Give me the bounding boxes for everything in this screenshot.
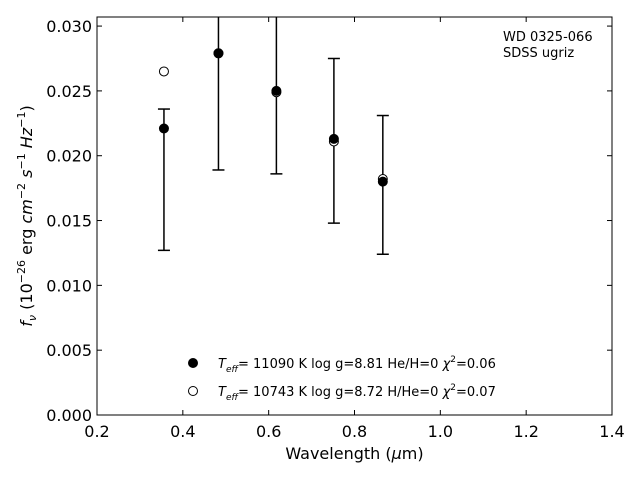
x-tick-label: 0.4 (170, 422, 195, 441)
y-tick-label: 0.025 (46, 82, 92, 101)
y-tick-label: 0.010 (46, 276, 92, 295)
x-axis-label: Wavelength (μm) (285, 444, 423, 463)
x-tick-label: 1.2 (513, 422, 538, 441)
x-tick-label: 0.2 (84, 422, 109, 441)
axes-frame (96, 16, 613, 416)
data-point-filled (271, 85, 282, 96)
legend-marker-filled (188, 358, 198, 368)
y-tick-label: 0.030 (46, 17, 92, 36)
legend-label-open: Teff= 10743 K log g=8.72 H/He=0 χ2=0.07 (218, 383, 496, 403)
data-point-filled (213, 48, 224, 59)
x-tick-label: 1.4 (599, 422, 624, 441)
x-tick-label: 0.8 (342, 422, 367, 441)
legend-label-filled: Teff= 11090 K log g=8.81 He/H=0 χ2=0.06 (218, 355, 496, 375)
y-tick-label: 0.000 (46, 406, 92, 425)
y-tick-label: 0.005 (46, 341, 92, 360)
error-bars (157, 17, 389, 255)
annotation-star-name: WD 0325-066 (503, 30, 593, 45)
x-tick-label: 1.0 (428, 422, 453, 441)
y-tick-label: 0.015 (46, 212, 92, 231)
y-axis-label: fν (10−26 erg cm−2 s−1 Hz−1) (15, 105, 39, 326)
x-tick-label: 0.6 (256, 422, 281, 441)
legend-marker-open (188, 386, 198, 396)
legend: Teff= 11090 K log g=8.81 He/H=0 χ2=0.06 … (188, 355, 496, 403)
x-axis-ticks: 0.2 0.4 0.6 0.8 1.0 1.2 1.4 (84, 17, 625, 441)
data-points (158, 48, 388, 187)
data-point-filled (377, 176, 388, 187)
y-axis-ticks: 0.000 0.005 0.010 0.015 0.020 0.025 0.030 (46, 17, 612, 425)
annotation-survey: SDSS ugriz (503, 46, 574, 61)
data-point-filled (158, 123, 169, 134)
data-point-filled (328, 133, 339, 144)
data-point-open (158, 66, 169, 77)
y-tick-label: 0.020 (46, 147, 92, 166)
